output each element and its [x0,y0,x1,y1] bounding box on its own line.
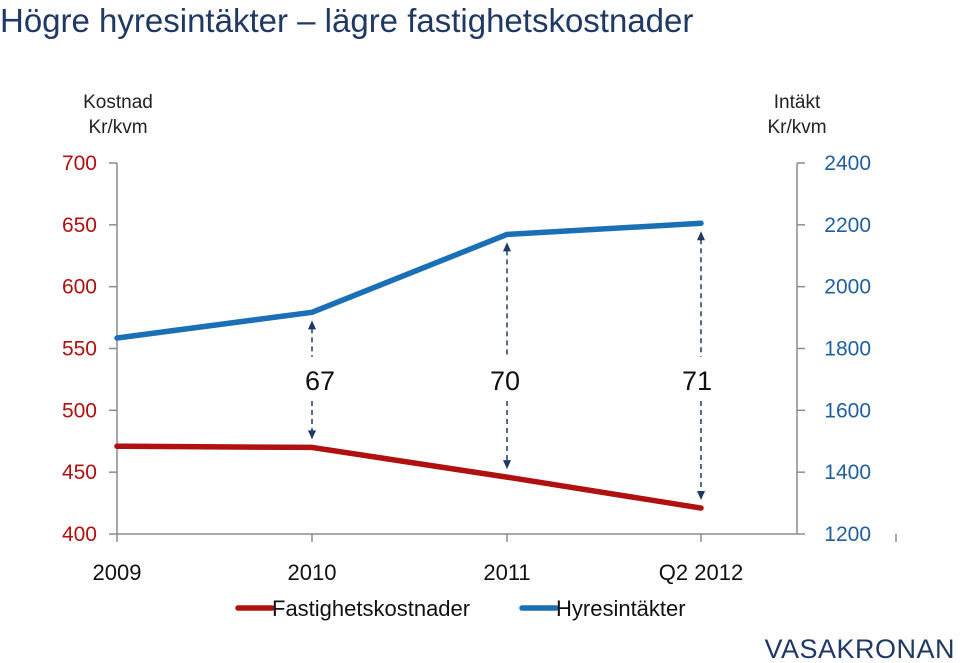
left-axis-title-line1: Kostnad [83,92,153,113]
series-lines [114,220,704,511]
data-point [309,444,315,450]
right-tick-label: 2000 [824,276,871,299]
right-tick-label: 1400 [824,461,871,484]
series-line-hyresintäkter [114,220,704,341]
legend-label: Fastighetskostnader [272,596,470,621]
left-tick-label: 500 [62,399,97,422]
left-tick-label: 600 [62,276,97,299]
arrow-down-icon [697,491,705,501]
left-tick-label: 550 [62,338,97,361]
gap-label: 71 [682,366,712,396]
x-tick-label: Q2 2012 [659,560,743,585]
data-point [504,231,510,237]
right-tick-label: 1200 [824,523,871,546]
left-tick-label: 650 [62,214,97,237]
data-point [504,474,510,480]
legend-label: Hyresintäkter [556,596,686,621]
data-point [114,443,120,449]
left-tick-label: 400 [62,523,97,546]
legend: Fastighetskostnader Hyresintäkter [235,596,686,621]
chart-title: Högre hyresintäkter – lägre fastighetsko… [0,2,693,39]
vasakronan-logo: VASAKRONAN [764,634,955,663]
x-tick-label: 2011 [483,560,530,585]
gap-arrows [308,231,705,501]
x-tick-label: 2010 [288,560,337,585]
right-tick-label: 1600 [824,399,871,422]
x-tick-label: 2009 [93,560,142,585]
gap-label: 70 [490,366,520,396]
gap-labels: 67 70 71 [305,366,712,396]
series-line-fastighetskostnader [114,443,704,511]
right-axis-title-line2: Kr/kvm [767,117,826,138]
data-point [698,220,704,226]
arrow-up-icon [308,320,316,330]
right-tick-label: 2400 [824,152,871,175]
arrow-up-icon [503,242,511,252]
left-tick-label: 450 [62,461,97,484]
data-point [114,335,120,341]
data-point [309,309,315,315]
left-axis-title-line2: Kr/kvm [88,117,147,138]
data-point [698,505,704,511]
axes: 700 650 600 550 500 450 400 2400 2200 2000 1800 160… [62,152,897,585]
right-axis-title-line1: Intäkt [774,92,821,113]
left-tick-label: 700 [62,152,97,175]
gap-label: 67 [305,366,335,396]
arrow-up-icon [697,231,705,241]
right-tick-label: 2200 [824,214,871,237]
right-tick-label: 1800 [824,338,871,361]
arrow-down-icon [308,430,316,440]
arrow-down-icon [503,460,511,470]
